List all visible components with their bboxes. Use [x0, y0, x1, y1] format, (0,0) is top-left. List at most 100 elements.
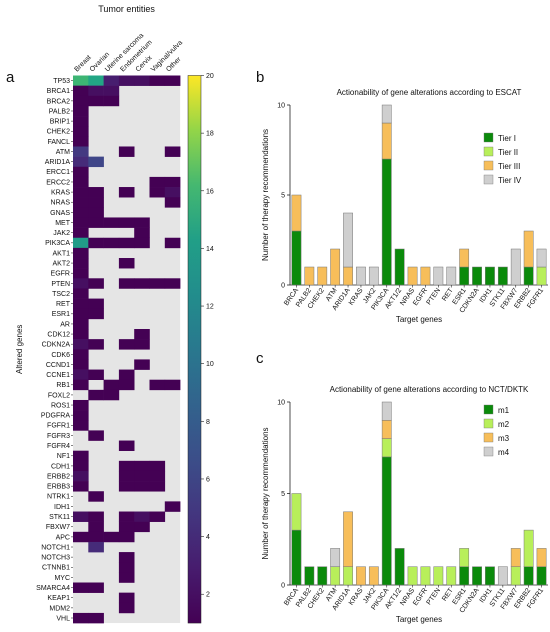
heatmap-row-label: PTEN	[51, 281, 70, 288]
heatmap-row-label: PDGFRA	[41, 413, 71, 420]
bar-segment	[446, 266, 457, 286]
heatmap-cell	[149, 187, 166, 198]
heatmap-row-label: AKT1	[52, 250, 70, 257]
heatmap-cell	[134, 460, 150, 472]
heatmap-cell	[164, 75, 181, 86]
y-tick-label: 0	[281, 583, 285, 590]
heatmap-cell	[73, 268, 89, 279]
panel-letter-c: c	[256, 350, 264, 367]
heatmap-row-label: TSC2	[52, 291, 70, 298]
y-tick-label: 0	[281, 283, 285, 290]
heatmap-cell	[88, 339, 104, 350]
y-tick-label: 5	[281, 193, 285, 200]
bar-segment	[407, 566, 418, 586]
heatmap-cell	[164, 176, 181, 188]
heatmap-row-label: BRIP1	[50, 119, 70, 126]
heatmap-cell	[88, 156, 104, 168]
heatmap-cell	[164, 379, 181, 391]
bar-segment	[304, 266, 315, 286]
bar-segment	[459, 248, 470, 268]
heatmap-cell	[118, 75, 135, 86]
heatmap-cell	[88, 582, 104, 593]
heatmap-row-label: GNAS	[50, 210, 70, 217]
heatmap-cell	[73, 187, 89, 198]
heatmap-cell	[134, 359, 150, 370]
heatmap-row-label: NF1	[57, 453, 70, 460]
bar-segment	[536, 248, 547, 268]
bar-segment	[317, 266, 328, 286]
heatmap-row-label: STK11	[49, 514, 70, 521]
colorbar-tick-label: 10	[206, 361, 214, 368]
legend-swatch	[483, 418, 494, 429]
bar-segment	[446, 566, 457, 586]
heatmap-cell	[164, 278, 181, 289]
heatmap-title: Tumor entities	[98, 4, 155, 14]
heatmap-cell	[134, 329, 150, 340]
heatmap-row-label: IDH1	[54, 504, 70, 511]
bar-segment	[510, 566, 521, 586]
x-tick-label: PTEN	[426, 587, 442, 606]
heatmap-cell	[73, 339, 89, 350]
bar-segment	[523, 266, 534, 286]
heatmap-cell	[73, 166, 89, 178]
heatmap-row-label: CHEK2	[47, 129, 70, 136]
bar-segment	[291, 529, 302, 586]
heatmap-cell	[73, 146, 89, 157]
bar-segment	[330, 248, 341, 286]
heatmap-row-label: BRCA2	[47, 98, 70, 105]
heatmap-cell	[103, 531, 120, 543]
bar-segment	[368, 566, 379, 586]
heatmap-cell	[103, 85, 120, 97]
legend-swatch	[483, 446, 494, 457]
heatmap-cell	[88, 217, 104, 228]
heatmap-cell	[164, 237, 181, 249]
bar-segment	[510, 548, 521, 567]
escat-bar-chart: Actionability of gene alterations accord…	[261, 88, 548, 324]
y-tick-label: 10	[277, 400, 285, 407]
heatmap-cell	[118, 562, 135, 573]
heatmap-cell	[73, 85, 89, 97]
heatmap-cell	[73, 511, 89, 522]
heatmap-row-label: EGFR	[51, 271, 70, 278]
heatmap-cell	[118, 592, 135, 604]
heatmap-row-label: KEAP1	[47, 595, 70, 602]
x-tick-label: PTEN	[426, 287, 442, 306]
heatmap-cell	[118, 511, 135, 522]
colorbar-tick-label: 4	[206, 534, 210, 541]
heatmap-cell	[164, 146, 181, 157]
bar-segment	[420, 566, 431, 586]
bar-segment	[459, 548, 470, 567]
bar-segment	[381, 420, 392, 439]
colorbar-tick-label: 14	[206, 246, 214, 253]
legend-swatch	[483, 174, 494, 185]
heatmap-row-label: PALB2	[49, 108, 70, 115]
heatmap-cell	[73, 288, 89, 299]
heatmap-cell	[73, 176, 89, 188]
heatmap-cell	[88, 75, 104, 86]
heatmap-cell	[88, 491, 104, 502]
heatmap-cell	[164, 187, 181, 198]
legend-swatch	[483, 404, 494, 415]
heatmap-cell	[88, 237, 104, 249]
heatmap-cell	[73, 278, 89, 289]
heatmap-cell	[73, 95, 89, 107]
heatmap-cell	[134, 481, 150, 492]
bar-segment	[330, 566, 341, 586]
bar-segment	[291, 230, 302, 286]
heatmap-cell	[88, 531, 104, 543]
heatmap-cell	[103, 379, 120, 391]
bar-segment	[343, 266, 353, 286]
heatmap-cell	[73, 237, 89, 249]
legend-label: m2	[498, 420, 510, 429]
colorbar-tick-label: 18	[206, 131, 214, 138]
heatmap-row-label: AR	[60, 321, 70, 328]
bar-segment	[472, 566, 482, 586]
heatmap-cell	[118, 379, 135, 391]
y-axis-title: Number of therapy recommendations	[261, 427, 270, 559]
heatmap-cell	[118, 187, 135, 198]
heatmap-cell	[88, 521, 104, 533]
heatmap-row-label: KRAS	[51, 190, 70, 197]
heatmap-cell	[88, 369, 104, 380]
bar-segment	[343, 511, 353, 567]
bar-segment	[433, 566, 444, 586]
